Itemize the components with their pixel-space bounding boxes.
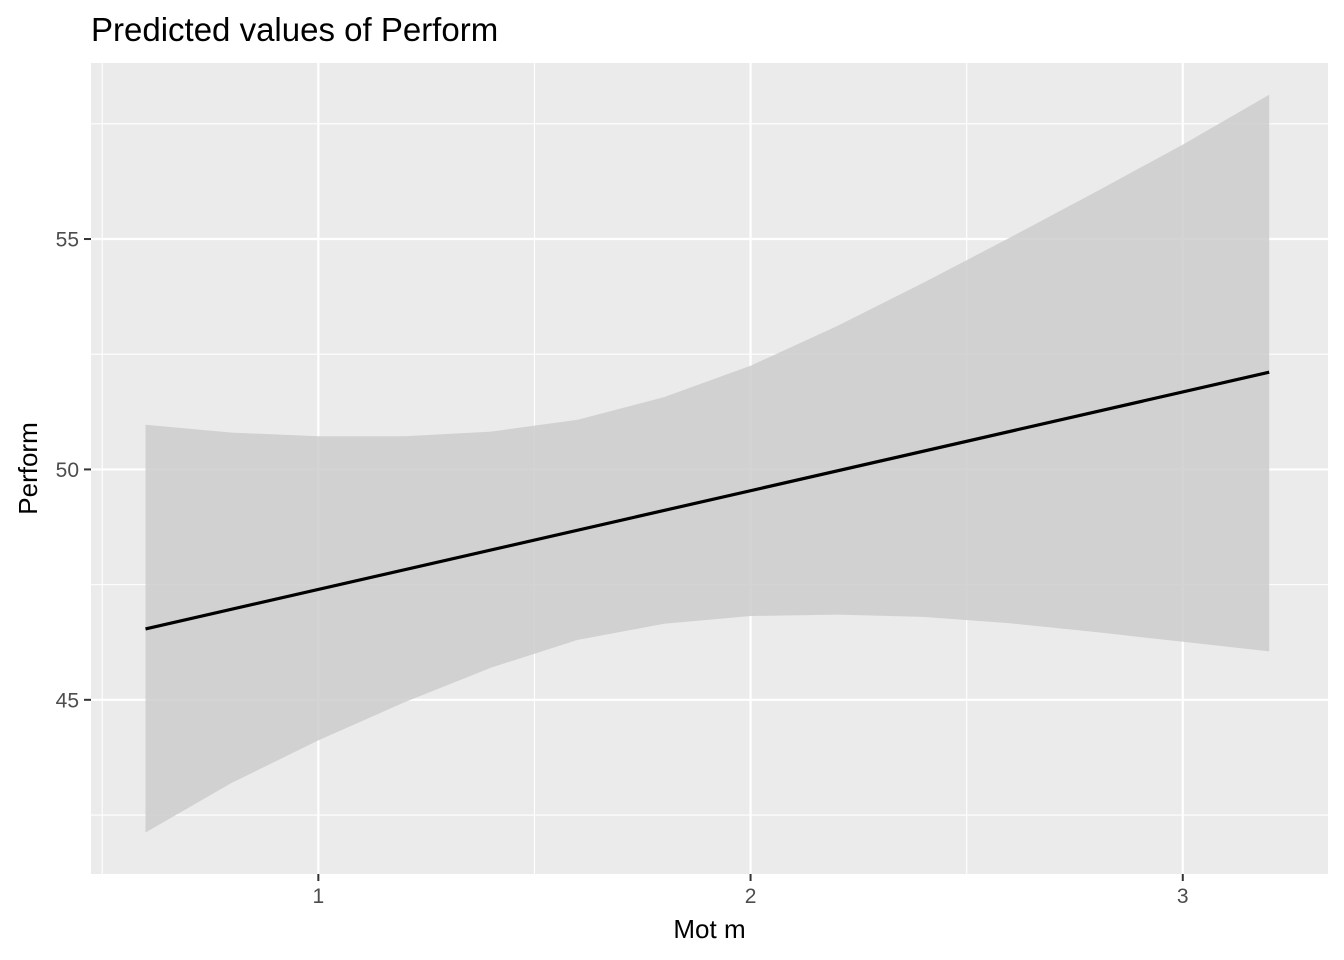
- prediction-line: [145, 370, 1270, 631]
- x-axis-title: Mot m: [673, 914, 745, 944]
- confidence-band: [145, 94, 1270, 833]
- x-tick-label: 2: [745, 885, 757, 908]
- y-tick-label: 45: [56, 689, 79, 712]
- x-axis: 1 2 3: [313, 874, 1189, 908]
- chart-title: Predicted values of Perform: [91, 11, 498, 48]
- x-tick-label: 3: [1177, 885, 1189, 908]
- y-tick-label: 55: [56, 229, 79, 252]
- y-axis-title: Perform: [13, 422, 43, 514]
- x-tick-label: 1: [313, 885, 325, 908]
- y-tick-label: 50: [56, 459, 79, 482]
- prediction-lines: [145, 370, 1270, 631]
- y-axis: 45 50 55: [56, 229, 91, 712]
